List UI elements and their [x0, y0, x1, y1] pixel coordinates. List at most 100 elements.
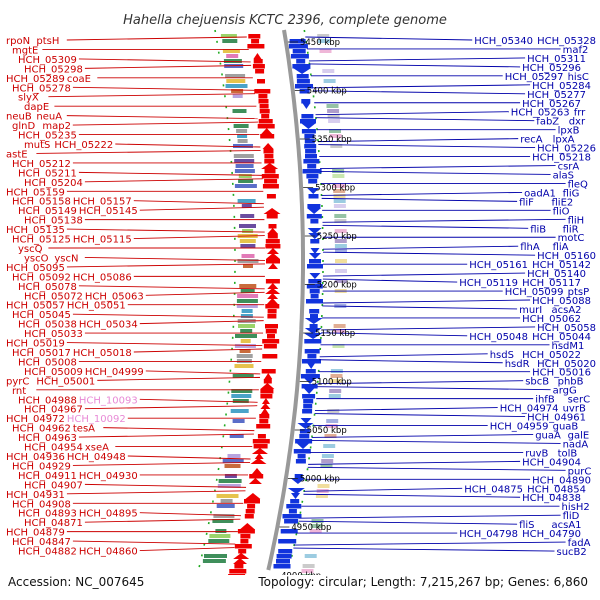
- right-gene-label[interactable]: HCH_05328: [537, 36, 596, 47]
- left-gene-label[interactable]: HCH_05157: [73, 197, 132, 208]
- left-gene-label[interactable]: HCH_05051: [67, 301, 126, 312]
- right-gene-label[interactable]: recA: [520, 135, 543, 146]
- left-gene-label[interactable]: HCH_05309: [18, 55, 77, 66]
- right-gene-label[interactable]: HCH_05218: [532, 153, 591, 164]
- left-gene-label[interactable]: HCH_05204: [24, 178, 83, 189]
- left-gene-label[interactable]: HCH_04879: [6, 528, 65, 539]
- right-gene-label[interactable]: serC: [568, 395, 590, 406]
- left-gene-label[interactable]: map2: [42, 121, 71, 132]
- left-gene-label[interactable]: HCH_05092: [12, 272, 71, 283]
- right-gene-label[interactable]: guaB: [553, 422, 579, 433]
- left-gene-label[interactable]: HCH_05072: [24, 291, 83, 302]
- right-gene-label[interactable]: oadA1: [524, 188, 556, 199]
- right-gene-label[interactable]: hsdR: [505, 359, 530, 370]
- left-gene-label[interactable]: HCH_05019: [6, 339, 65, 350]
- left-gene-label[interactable]: HCH_04929: [12, 461, 71, 472]
- left-gene-label[interactable]: HCH_05135: [6, 225, 65, 236]
- left-gene-label[interactable]: HCH_05212: [12, 159, 71, 170]
- left-gene-label[interactable]: HCH_04893: [18, 509, 77, 520]
- right-gene-label[interactable]: galE: [568, 430, 590, 441]
- left-gene-label[interactable]: HCH_04860: [79, 547, 138, 558]
- left-gene-label[interactable]: HCH_04882: [18, 547, 77, 558]
- left-gene-label[interactable]: HCH_05159: [6, 187, 65, 198]
- right-gene-label[interactable]: HCH_04875: [464, 484, 523, 495]
- right-gene-label[interactable]: fadA: [568, 538, 591, 549]
- right-gene-label[interactable]: HCH_05340: [474, 36, 533, 47]
- right-gene-label[interactable]: HCH_04790: [522, 529, 581, 540]
- left-gene-label[interactable]: HCH_05278: [12, 83, 71, 94]
- right-gene-label[interactable]: HCH_05226: [537, 144, 596, 155]
- right-gene-label[interactable]: phbB: [558, 377, 584, 388]
- left-gene-label[interactable]: HCH_04954: [24, 443, 83, 454]
- left-gene-label[interactable]: astE: [6, 149, 28, 160]
- right-gene-label[interactable]: nadA: [563, 439, 589, 450]
- right-gene-label[interactable]: HCH_05119: [459, 278, 518, 289]
- left-gene-label[interactable]: yscQ: [18, 244, 43, 255]
- right-gene-label[interactable]: lpxA: [553, 135, 575, 146]
- left-gene-label[interactable]: HCH_05145: [79, 206, 138, 217]
- left-gene-label[interactable]: HCH_05034: [79, 320, 138, 331]
- left-gene-label[interactable]: HCH_05149: [18, 206, 77, 217]
- right-gene-label[interactable]: fliD: [563, 511, 580, 522]
- left-gene-label[interactable]: HCH_04847: [12, 537, 71, 548]
- left-gene-label[interactable]: HCH_10093: [79, 395, 138, 406]
- left-gene-label[interactable]: HCH_04907: [24, 480, 83, 491]
- left-gene-label[interactable]: neuB: [6, 112, 32, 123]
- right-gene-label[interactable]: HCH_05284: [532, 81, 591, 92]
- left-gene-label[interactable]: rpoN: [6, 36, 30, 47]
- right-gene-label[interactable]: HCH_05277: [527, 90, 586, 101]
- left-gene-label[interactable]: HCH_05298: [24, 64, 83, 75]
- left-gene-label[interactable]: HCH_04931: [6, 490, 65, 501]
- right-gene-label[interactable]: HCH_05058: [537, 323, 596, 334]
- left-gene-label[interactable]: HCH_04988: [18, 395, 77, 406]
- left-gene-label[interactable]: HCH_05086: [73, 272, 132, 283]
- left-gene-label[interactable]: HCH_05158: [12, 197, 71, 208]
- right-gene-label[interactable]: HCH_05062: [522, 314, 581, 325]
- right-gene-label[interactable]: HCH_05296: [522, 63, 581, 74]
- left-gene-label[interactable]: HCH_05038: [18, 320, 77, 331]
- right-gene-label[interactable]: guaA: [535, 430, 561, 441]
- left-gene-label[interactable]: HCH_05211: [18, 168, 77, 179]
- left-gene-label[interactable]: coaE: [67, 74, 91, 85]
- right-gene-label[interactable]: dxr: [569, 117, 586, 128]
- left-gene-label[interactable]: HCH_05235: [18, 131, 77, 142]
- right-gene-label[interactable]: HCH_04974: [500, 404, 559, 415]
- left-gene-label[interactable]: dapE: [24, 102, 49, 113]
- right-gene-label[interactable]: HCH_05140: [527, 269, 586, 280]
- left-gene-label[interactable]: HCH_04936: [6, 452, 65, 463]
- left-gene-label[interactable]: HCH_05115: [73, 235, 132, 246]
- left-gene-label[interactable]: HCH_04948: [67, 452, 126, 463]
- left-gene-label[interactable]: HCH_05057: [6, 301, 65, 312]
- right-gene-label[interactable]: HCH_05016: [532, 368, 591, 379]
- left-gene-label[interactable]: HCH_05033: [24, 329, 83, 340]
- right-gene-label[interactable]: fliE2: [552, 197, 574, 208]
- left-gene-label[interactable]: slyX: [18, 93, 39, 104]
- right-gene-label[interactable]: sucB2: [557, 547, 587, 558]
- right-gene-label[interactable]: fleQ: [568, 179, 588, 190]
- right-gene-label[interactable]: HCH_05020: [537, 359, 596, 370]
- right-gene-label[interactable]: fliF: [519, 197, 534, 208]
- right-gene-label[interactable]: flhA: [520, 242, 540, 253]
- right-gene-label[interactable]: uvrB: [563, 404, 586, 415]
- right-gene-label[interactable]: HCH_05117: [522, 278, 581, 289]
- right-gene-label[interactable]: tolB: [558, 448, 578, 459]
- right-gene-label[interactable]: HCH_04798: [459, 529, 518, 540]
- left-gene-label[interactable]: HCH_04972: [6, 414, 65, 425]
- right-gene-label[interactable]: murI: [519, 305, 542, 316]
- right-gene-label[interactable]: hisH2: [562, 502, 590, 513]
- right-gene-label[interactable]: HCH_05297: [505, 72, 564, 83]
- left-gene-label[interactable]: HCH_05018: [73, 348, 132, 359]
- right-gene-label[interactable]: HCH_05044: [532, 332, 591, 343]
- left-gene-label[interactable]: glnD: [12, 121, 35, 132]
- right-gene-label[interactable]: HCH_04838: [522, 493, 581, 504]
- right-gene-label[interactable]: fliH: [568, 215, 585, 226]
- left-gene-label[interactable]: HCH_04967: [24, 405, 83, 416]
- right-gene-label[interactable]: HCH_05267: [522, 99, 581, 110]
- left-gene-label[interactable]: HCH_05138: [24, 216, 83, 227]
- right-gene-label[interactable]: motC: [558, 233, 585, 244]
- left-gene-label[interactable]: HCH_04871: [24, 518, 83, 529]
- left-gene-label[interactable]: HCH_05289: [6, 74, 65, 85]
- left-gene-label[interactable]: HCH_04999: [85, 367, 144, 378]
- right-gene-label[interactable]: HCH_04854: [527, 484, 586, 495]
- right-gene-label[interactable]: HCH_05022: [522, 350, 581, 361]
